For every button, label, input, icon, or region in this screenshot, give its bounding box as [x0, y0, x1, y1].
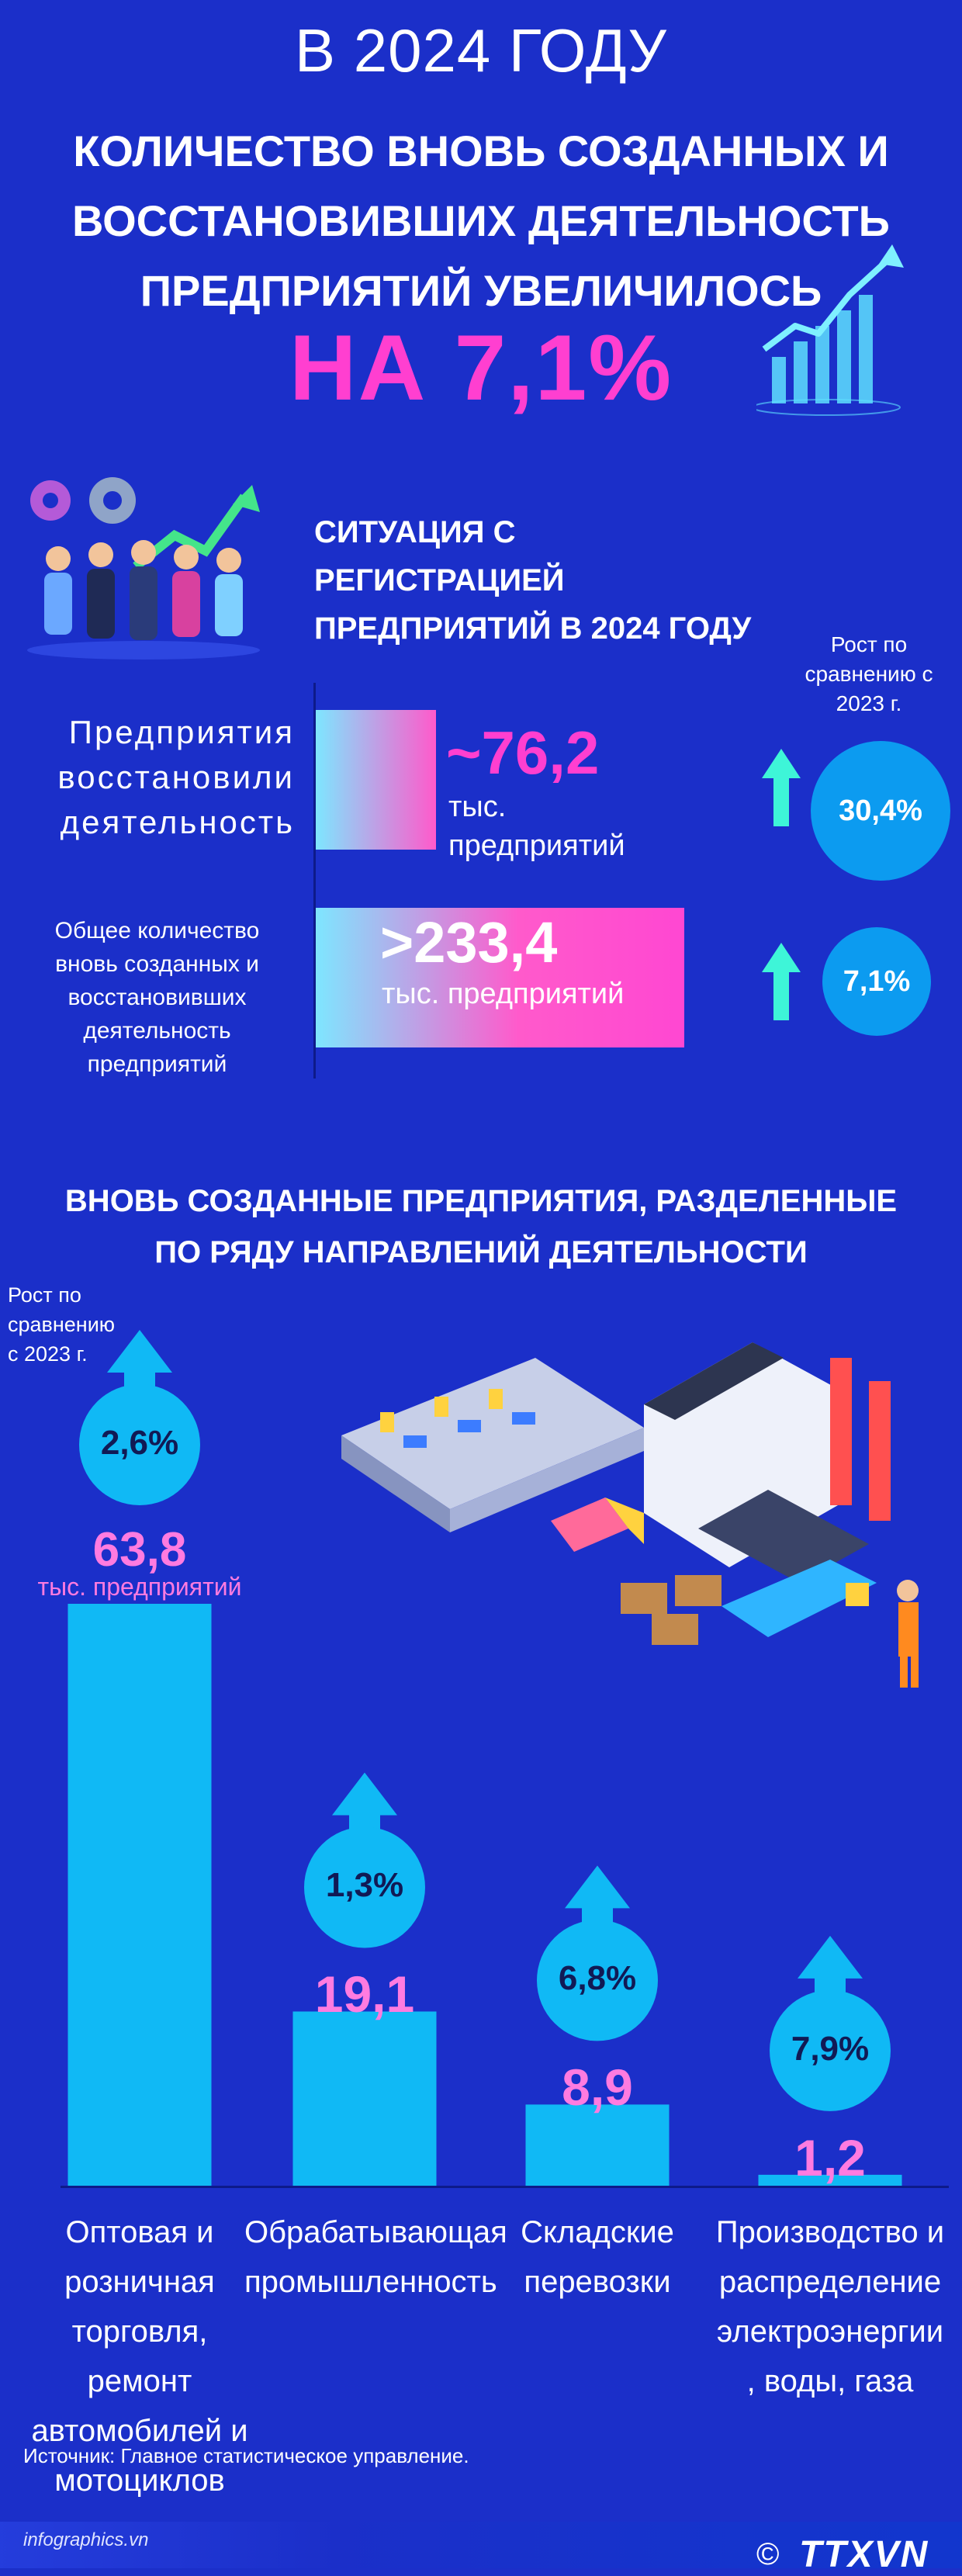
growth-caption-line: Рост по: [830, 632, 908, 656]
main-title-line-1: КОЛИЧЕСТВО ВНОВЬ СОЗДАННЫХ И: [73, 126, 889, 175]
sector-category-label: Производство и распределение электроэнерги…: [710, 2207, 950, 2406]
caption-line: с 2023 г.: [8, 1342, 88, 1366]
row-label-recovered: Предприятия восстановили деятельность: [16, 710, 295, 845]
headline-percent: НА 7,1%: [289, 316, 673, 420]
sectors-title-line: ПО РЯДУ НАПРАВЛЕНИЙ ДЕЯТЕЛЬНОСТИ: [154, 1235, 808, 1269]
unit-recovered: тыс. предприятий: [448, 788, 625, 865]
section-divider: [313, 683, 316, 1079]
category-line: распределение: [718, 2265, 942, 2299]
sector-growth-label: 6,8%: [558, 1959, 637, 1998]
sector-bar: [292, 2011, 437, 2186]
category-line: электроэнергии: [716, 2315, 944, 2349]
value-recovered: ~76,2: [446, 718, 600, 787]
category-line: торговля, ремонт: [71, 2315, 208, 2398]
brand-logo: TTXVN: [799, 2534, 929, 2575]
registration-title-line: СИТУАЦИЯ С: [314, 515, 516, 549]
up-arrow-icon: [762, 749, 801, 826]
bar-recovered: [316, 710, 436, 850]
sector-category-label: Складские перевозки: [477, 2207, 718, 2307]
footer-site: infographics.vn: [23, 2529, 149, 2550]
registration-title-line: РЕГИСТРАЦИЕЙ: [314, 563, 565, 597]
source-note: Источник: Главное статистическое управле…: [23, 2444, 469, 2467]
unit-line: тыс.: [448, 791, 507, 823]
year-title: В 2024 ГОДУ: [295, 16, 667, 85]
sector-bar: [758, 2174, 902, 2186]
row-label-line: вновь созданных и: [55, 951, 259, 977]
up-arrow-icon: [762, 943, 801, 1020]
sector-bar: [525, 2104, 670, 2186]
sectors-growth-caption: Рост по сравнению с 2023 г.: [8, 1280, 116, 1369]
growth-badge-recovered: 30,4%: [811, 741, 950, 881]
bar-total: [316, 908, 684, 1047]
business-people-illustration: [27, 477, 260, 660]
caption-line: сравнению: [8, 1313, 116, 1336]
sectors-title: ВНОВЬ СОЗДАННЫЕ ПРЕДПРИЯТИЯ, РАЗДЕЛЕННЫЕ…: [31, 1175, 931, 1278]
sector-growth-label: 7,9%: [791, 2029, 870, 2068]
sector-value-label: 63,8: [92, 1523, 187, 1577]
row-label-line: Предприятия: [68, 714, 295, 750]
growth-chart-illustration: [756, 244, 904, 416]
sector-category-label: Оптовая и розничная торговля, ремонт автомо…: [19, 2207, 260, 2505]
row-label-line: восстановили: [57, 759, 295, 795]
growth-bubble: [537, 1920, 658, 2041]
category-line: мотоциклов: [54, 2463, 225, 2498]
main-title-line-3: ПРЕДПРИЯТИЙ УВЕЛИЧИЛОСЬ: [140, 266, 822, 315]
growth-caption: Рост по сравнению с 2023 г.: [791, 630, 946, 718]
row-label-line: Общее количество: [54, 918, 260, 943]
category-line: розничная: [64, 2265, 215, 2299]
value-total: >233,4: [380, 910, 558, 975]
registration-title: СИТУАЦИЯ С РЕГИСТРАЦИЕЙ ПРЕДПРИЯТИЙ В 20…: [314, 508, 795, 653]
growth-caption-line: 2023 г.: [836, 691, 902, 715]
sector-growth-label: 1,3%: [325, 1866, 404, 1905]
row-label-line: деятельность: [60, 804, 295, 840]
growth-bubble: [304, 1826, 425, 1948]
category-line: Производство и: [715, 2215, 945, 2249]
sector-value-label: 19,1: [314, 1965, 415, 2024]
category-line: Складские: [521, 2215, 674, 2249]
row-label-total: Общее количество вновь созданных и восст…: [23, 914, 291, 1081]
main-title: КОЛИЧЕСТВО ВНОВЬ СОЗДАННЫХ И ВОССТАНОВИВ…: [31, 116, 931, 326]
main-title-line-2: ВОССТАНОВИВШИХ ДЕЯТЕЛЬНОСТЬ: [72, 196, 890, 245]
unit-total: тыс. предприятий: [382, 978, 625, 1010]
copyright-symbol: ©: [756, 2537, 780, 2571]
category-line: Обрабатывающая: [244, 2215, 507, 2249]
sectors-title-line: ВНОВЬ СОЗДАННЫЕ ПРЕДПРИЯТИЯ, РАЗДЕЛЕННЫЕ: [64, 1184, 898, 1218]
factory-illustration: [341, 1342, 919, 1688]
chart-baseline: [61, 2186, 949, 2188]
footer-strip: [0, 2522, 962, 2568]
category-line: промышленность: [244, 2265, 497, 2299]
growth-bubble: [79, 1384, 200, 1505]
category-line: Оптовая и: [65, 2215, 214, 2249]
sector-bar-chart: [67, 1330, 902, 2186]
sector-value-label: 1,2: [794, 2128, 866, 2186]
sector-category-label: Обрабатывающая промышленность: [244, 2207, 507, 2307]
growth-badge-total: 7,1%: [822, 927, 931, 1036]
row-label-line: восстановивших: [67, 985, 247, 1010]
row-label-line: деятельность: [83, 1018, 231, 1044]
category-line: , воды, газа: [746, 2364, 914, 2398]
sector-growth-label: 2,6%: [100, 1424, 179, 1462]
unit-line: предприятий: [448, 829, 625, 862]
category-line: автомобилей и: [31, 2414, 248, 2448]
sector-bar: [67, 1604, 212, 2186]
growth-bubble: [770, 1989, 891, 2111]
growth-caption-line: сравнению с: [805, 662, 933, 686]
sector-unit-label: тыс. предприятий: [37, 1573, 242, 1601]
row-label-line: предприятий: [87, 1051, 227, 1077]
sector-value-label: 8,9: [562, 2058, 633, 2117]
caption-line: Рост по: [8, 1283, 81, 1307]
registration-title-line: ПРЕДПРИЯТИЙ В 2024 ГОДУ: [314, 611, 752, 646]
category-line: перевозки: [524, 2265, 671, 2299]
